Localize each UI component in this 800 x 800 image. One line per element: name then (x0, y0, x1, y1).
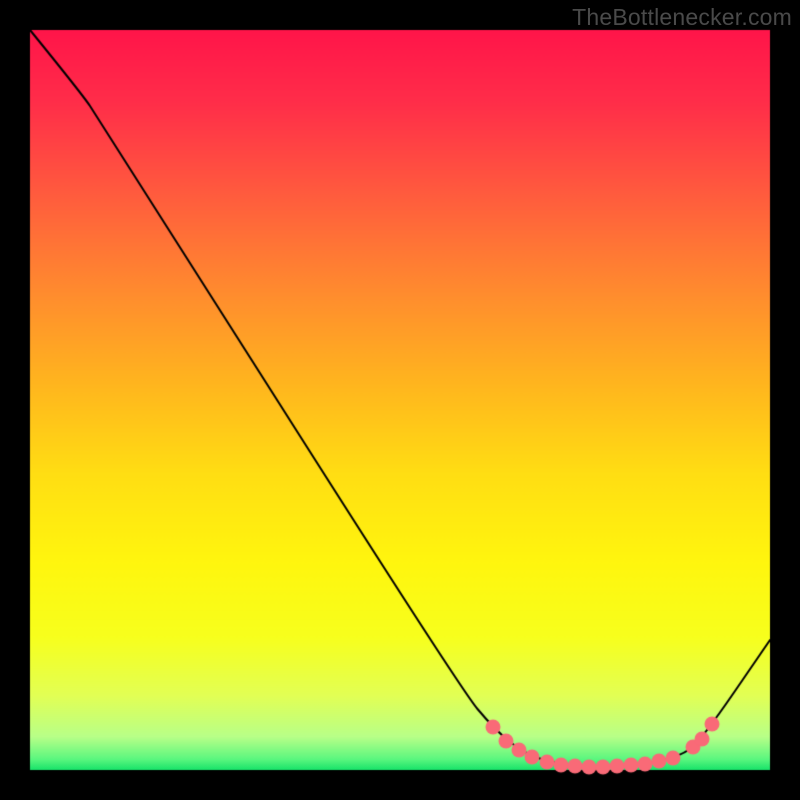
chart-container: TheBottlenecker.com (0, 0, 800, 800)
attribution-label: TheBottlenecker.com (572, 4, 792, 31)
bottleneck-chart-canvas (0, 0, 800, 800)
